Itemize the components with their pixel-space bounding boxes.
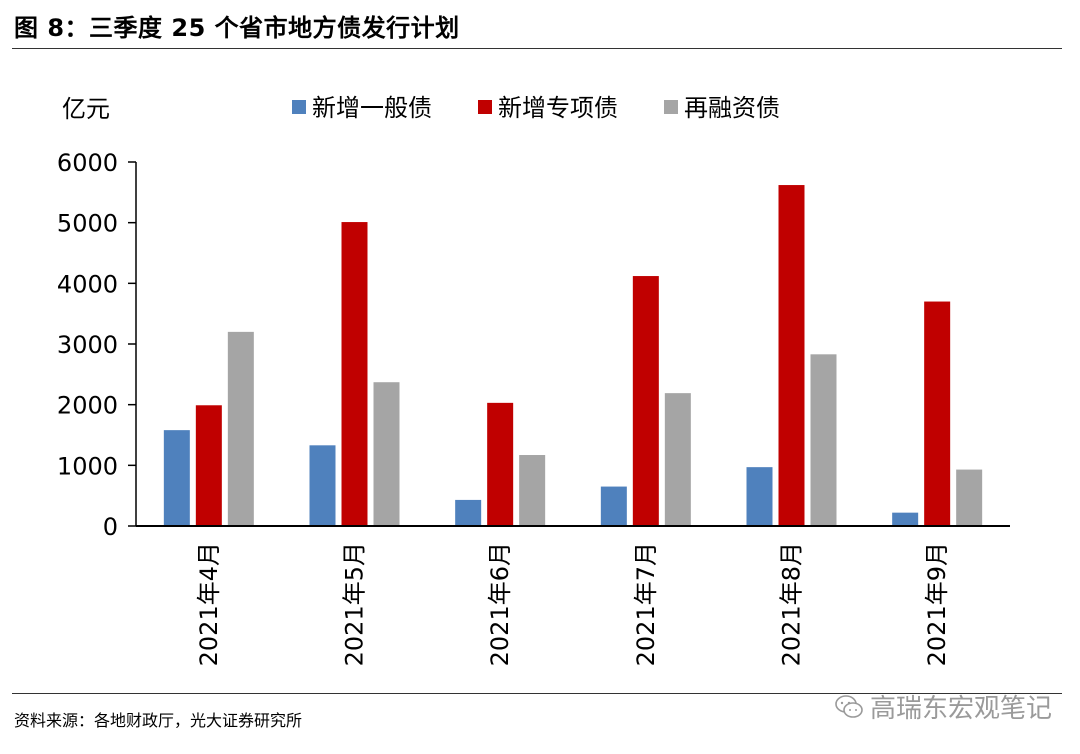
bar (163, 430, 190, 526)
y-tick-label: 1000 (57, 452, 118, 480)
legend-label: 新增一般债 (312, 94, 432, 122)
x-category-label: 2021年4月 (195, 542, 223, 666)
bar (746, 467, 773, 526)
figure-title: 图 8：三季度 25 个省市地方债发行计划 (14, 14, 460, 42)
bar (341, 222, 368, 526)
top-rule (12, 48, 1062, 49)
legend-label: 新增专项债 (498, 94, 618, 122)
y-tick-label: 0 (103, 513, 118, 541)
legend-label: 再融资债 (684, 94, 780, 122)
y-tick-label: 2000 (57, 392, 118, 420)
x-category-label: 2021年5月 (341, 542, 369, 666)
bar (956, 469, 983, 526)
bar (600, 486, 627, 526)
bar-chart: 亿元 新增一般债 新增专项债 再融资债 6000 5000 4000 3000 2000 10… (57, 94, 1010, 666)
bar (373, 382, 400, 526)
watermark: 高瑞东宏观笔记 (834, 688, 1052, 725)
bar (309, 445, 336, 526)
bar (892, 512, 919, 526)
bar (632, 276, 659, 526)
bar (778, 185, 805, 526)
bar (810, 354, 837, 526)
y-tick-label: 4000 (57, 270, 118, 298)
x-category-label: 2021年8月 (778, 542, 806, 666)
y-axis-unit-label: 亿元 (62, 95, 110, 123)
x-category-label: 2021年9月 (923, 542, 951, 666)
bottom-rule (12, 693, 1062, 694)
y-tick-label: 3000 (57, 331, 118, 359)
bar (519, 455, 546, 526)
bar (195, 405, 222, 526)
y-axis: 6000 5000 4000 3000 2000 1000 0 (57, 149, 137, 541)
source-note: 资料来源：各地财政厅，光大证券研究所 (14, 711, 303, 730)
legend-swatch (292, 100, 306, 114)
bar (487, 402, 514, 526)
bar (924, 301, 951, 526)
bar (455, 499, 482, 526)
x-category-label: 2021年6月 (486, 542, 514, 666)
bars (163, 185, 983, 526)
bar (227, 331, 254, 526)
y-tick-label: 5000 (57, 210, 118, 238)
x-category-label: 2021年7月 (632, 542, 660, 666)
wechat-icon (835, 694, 863, 718)
x-axis: 2021年4月 2021年5月 2021年6月 2021年7月 2021年8月 2021年… (136, 525, 1010, 666)
legend: 新增一般债 新增专项债 再融资债 (292, 94, 780, 122)
legend-swatch (478, 100, 492, 114)
y-tick-label: 6000 (57, 149, 118, 177)
bar (664, 393, 691, 526)
watermark-text: 高瑞东宏观笔记 (869, 694, 1052, 724)
legend-swatch (664, 100, 678, 114)
